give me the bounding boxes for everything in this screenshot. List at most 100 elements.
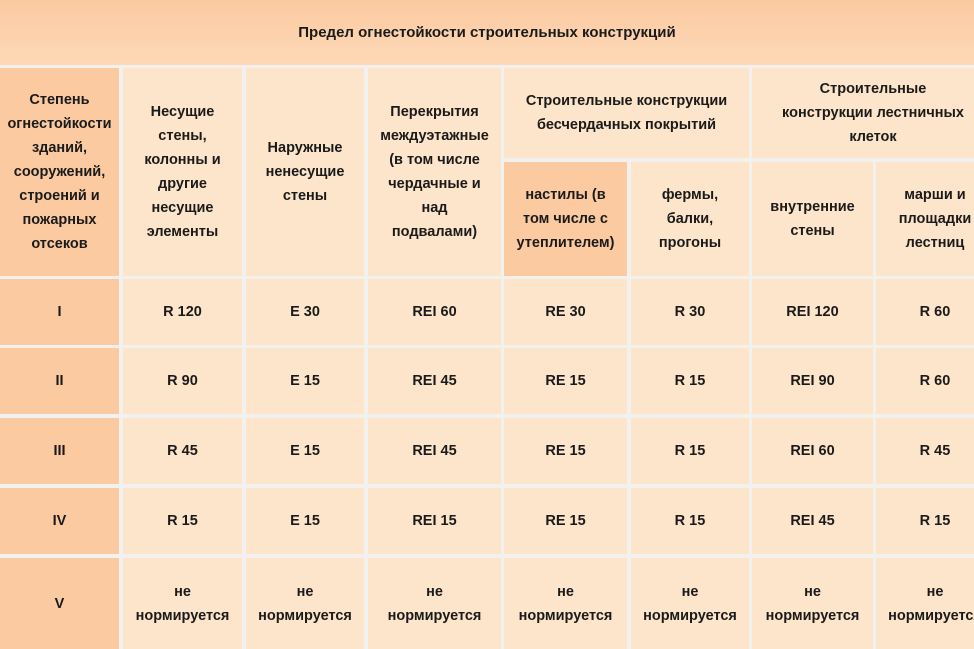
row-5-stair-inner-walls: не нормируется <box>752 558 873 649</box>
row-2-roof-trusses-value: R 15 <box>674 373 706 389</box>
row-4-floors-value: REI 15 <box>412 513 457 529</box>
row-1-floors: REI 60 <box>368 279 501 345</box>
row-2-stair-inner-walls: REI 90 <box>752 348 873 414</box>
row-3-floors: REI 45 <box>368 418 501 484</box>
row-5-roof-trusses: не нормируется <box>631 558 749 649</box>
row-1-stair-inner-walls: REI 120 <box>752 279 873 345</box>
row-4-stair-flights: R 15 <box>876 488 974 554</box>
header-outer-walls-label: Наружные ненесущие стены <box>265 140 345 204</box>
row-5-outer-walls-value: не нормируется <box>258 583 352 624</box>
row-2-bearing: R 90 <box>123 348 242 414</box>
header-roof-trusses-label: фермы, балки, прогоны <box>658 187 722 251</box>
row-5-degree-value: V <box>54 595 65 612</box>
row-2-outer-walls-value: E 15 <box>290 373 320 389</box>
header-roof-decking: настилы (в том числе с утеплителем) <box>504 162 627 276</box>
row-2-outer-walls: E 15 <box>246 348 364 414</box>
row-5-roof-trusses-value: не нормируется <box>643 583 737 624</box>
row-5-bearing-value: не нормируется <box>135 583 230 624</box>
header-stair-inner-walls-label: внутренние стены <box>770 199 855 239</box>
row-4-floors: REI 15 <box>368 488 501 554</box>
row-5-stair-flights-value: не нормируется <box>888 583 974 624</box>
row-1-stair-inner-walls-value: REI 120 <box>786 304 839 320</box>
row-1-roof-decking-value: RE 30 <box>545 304 586 320</box>
header-floors: Перекрытия междуэтажные (в том числе чер… <box>368 68 501 276</box>
header-stair-group: Строительные конструкции лестничных клет… <box>752 68 974 158</box>
header-stair-group-label: Строительные конструкции лестничных клет… <box>782 81 964 145</box>
row-4-bearing: R 15 <box>123 488 242 554</box>
header-bearing: Несущие стены, колонны и другие несущие … <box>123 68 242 276</box>
row-2-degree: II <box>0 348 119 414</box>
row-3-stair-inner-walls: REI 60 <box>752 418 873 484</box>
row-5-stair-flights: не нормируется <box>876 558 974 649</box>
row-2-bearing-value: R 90 <box>167 373 198 389</box>
header-roof-group-label: Строительные конструкции бесчердачных по… <box>525 93 728 133</box>
row-5-stair-inner-walls-value: не нормируется <box>765 583 860 624</box>
row-2-degree-value: II <box>55 373 64 389</box>
row-4-outer-walls: E 15 <box>246 488 364 554</box>
row-3-roof-decking: RE 15 <box>504 418 627 484</box>
row-1-degree-value: I <box>57 304 62 320</box>
row-1-bearing: R 120 <box>123 279 242 345</box>
row-1-degree: I <box>0 279 119 345</box>
row-3-bearing-value: R 45 <box>167 443 198 459</box>
row-3-outer-walls-value: E 15 <box>290 443 320 459</box>
row-4-stair-inner-walls: REI 45 <box>752 488 873 554</box>
header-stair-inner-walls: внутренние стены <box>752 162 873 276</box>
row-2-floors-value: REI 45 <box>412 373 457 389</box>
header-outer-walls: Наружные ненесущие стены <box>246 68 364 276</box>
row-2-roof-decking: RE 15 <box>504 348 627 414</box>
row-4-outer-walls-value: E 15 <box>290 513 320 529</box>
row-2-roof-decking-value: RE 15 <box>545 373 586 389</box>
row-2-stair-inner-walls-value: REI 90 <box>790 373 835 389</box>
row-3-roof-decking-value: RE 15 <box>545 443 586 459</box>
row-5-outer-walls: не нормируется <box>246 558 364 649</box>
header-roof-group: Строительные конструкции бесчердачных по… <box>504 68 749 158</box>
row-3-floors-value: REI 45 <box>412 443 457 459</box>
row-5-roof-decking-value: не нормируется <box>518 583 613 624</box>
row-3-bearing: R 45 <box>123 418 242 484</box>
row-5-degree: V <box>0 558 119 649</box>
header-degree-label: Степень огнестойкости зданий, сооружений… <box>7 92 112 252</box>
row-2-roof-trusses: R 15 <box>631 348 749 414</box>
header-stair-flights: марши и площадки лестниц <box>876 162 974 276</box>
row-4-roof-trusses-value: R 15 <box>674 513 706 529</box>
header-degree: Степень огнестойкости зданий, сооружений… <box>0 68 119 276</box>
row-3-roof-trusses-value: R 15 <box>674 443 706 459</box>
row-5-floors: не нормируется <box>368 558 501 649</box>
row-5-bearing: не нормируется <box>123 558 242 649</box>
row-5-roof-decking: не нормируется <box>504 558 627 649</box>
row-3-degree: III <box>0 418 119 484</box>
row-3-stair-flights: R 45 <box>876 418 974 484</box>
row-1-outer-walls-value: E 30 <box>290 304 320 320</box>
row-1-roof-decking: RE 30 <box>504 279 627 345</box>
row-2-stair-flights: R 60 <box>876 348 974 414</box>
row-4-degree: IV <box>0 488 119 554</box>
header-floors-label: Перекрытия междуэтажные (в том числе чер… <box>380 104 489 240</box>
header-bearing-label: Несущие стены, колонны и другие несущие … <box>144 104 221 240</box>
row-1-roof-trusses-value: R 30 <box>674 304 706 320</box>
header-roof-trusses: фермы, балки, прогоны <box>631 162 749 276</box>
row-2-stair-flights-value: R 60 <box>919 373 951 389</box>
row-4-degree-value: IV <box>52 513 67 529</box>
row-4-stair-flights-value: R 15 <box>919 513 951 529</box>
header-roof-decking-label: настилы (в том числе с утеплителем) <box>516 187 615 251</box>
header-stair-flights-label: марши и площадки лестниц <box>898 187 972 251</box>
row-4-stair-inner-walls-value: REI 45 <box>790 513 835 529</box>
row-3-outer-walls: E 15 <box>246 418 364 484</box>
row-4-bearing-value: R 15 <box>167 513 198 529</box>
row-5-floors-value: не нормируется <box>387 583 482 624</box>
row-3-roof-trusses: R 15 <box>631 418 749 484</box>
table-title: Предел огнестойкости строительных констр… <box>0 0 974 65</box>
row-1-floors-value: REI 60 <box>412 304 457 320</box>
row-1-roof-trusses: R 30 <box>631 279 749 345</box>
row-3-stair-flights-value: R 45 <box>919 443 951 459</box>
row-4-roof-trusses: R 15 <box>631 488 749 554</box>
row-2-floors: REI 45 <box>368 348 501 414</box>
row-1-stair-flights-value: R 60 <box>919 304 951 320</box>
row-3-stair-inner-walls-value: REI 60 <box>790 443 835 459</box>
row-1-outer-walls: E 30 <box>246 279 364 345</box>
row-1-bearing-value: R 120 <box>163 304 202 320</box>
row-4-roof-decking-value: RE 15 <box>545 513 586 529</box>
row-4-roof-decking: RE 15 <box>504 488 627 554</box>
row-3-degree-value: III <box>53 443 66 459</box>
